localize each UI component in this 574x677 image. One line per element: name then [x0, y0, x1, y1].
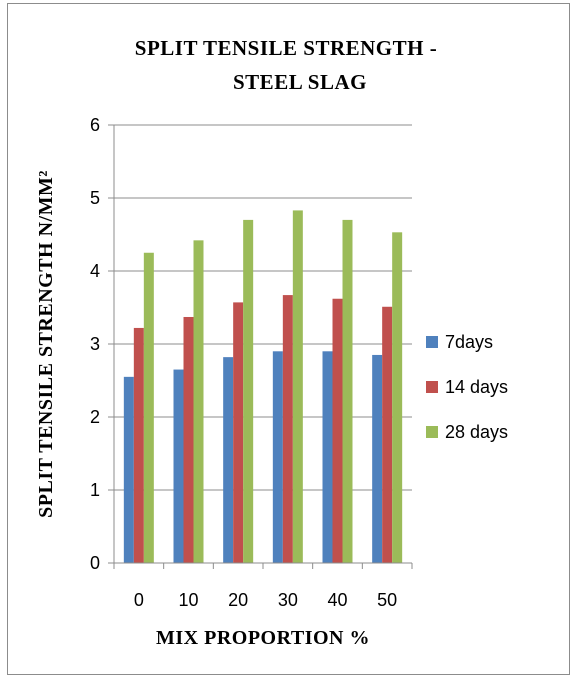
chart-title-line-2: STEEL SLAG	[233, 70, 367, 94]
x-tick-labels: 0 10 20 30 40 50	[134, 590, 397, 610]
bar	[332, 298, 343, 563]
legend-label: 7days	[445, 332, 493, 352]
chart-title-line-1: SPLIT TENSILE STRENGTH -	[135, 36, 437, 60]
chart-title: SPLIT TENSILE STRENGTH - STEEL SLAG	[135, 36, 437, 94]
bar	[133, 327, 144, 563]
bar	[143, 252, 154, 563]
y-tick-label: 6	[90, 115, 100, 135]
bar	[292, 210, 303, 563]
bar	[372, 354, 383, 563]
bar	[282, 295, 293, 563]
y-tick-labels: 0 1 2 3 4 5 6	[90, 115, 100, 573]
bar	[123, 376, 134, 563]
bar	[243, 219, 254, 563]
bar	[382, 306, 393, 563]
y-tick-label: 3	[90, 334, 100, 354]
y-tick-label: 1	[90, 480, 100, 500]
y-axis-title: SPLIT TENSILE STRENGTH N/MM²	[35, 170, 57, 518]
y-tick-label: 0	[90, 553, 100, 573]
y-tick-label: 4	[90, 261, 100, 281]
x-tick-label: 20	[228, 590, 248, 610]
legend-swatch	[426, 381, 438, 393]
x-tick-label: 30	[278, 590, 298, 610]
bar	[392, 232, 403, 563]
bar	[233, 302, 244, 563]
legend-label: 28 days	[445, 422, 508, 442]
bar	[272, 351, 283, 563]
x-tick-label: 40	[327, 590, 347, 610]
legend: 7days 14 days 28 days	[426, 332, 508, 442]
x-tick-label: 50	[377, 590, 397, 610]
axes	[113, 125, 413, 569]
bar	[342, 219, 353, 563]
bar	[193, 240, 204, 563]
bar	[183, 316, 194, 563]
x-axis-title: MIX PROPORTION %	[156, 627, 370, 649]
x-tick-label: 0	[134, 590, 144, 610]
bars	[123, 210, 403, 563]
bar	[173, 369, 184, 563]
y-tick-label: 2	[90, 407, 100, 427]
legend-label: 14 days	[445, 377, 508, 397]
x-tick-label: 10	[178, 590, 198, 610]
legend-swatch	[426, 426, 438, 438]
y-tick-label: 5	[90, 188, 100, 208]
bar	[223, 357, 234, 563]
bar	[322, 351, 333, 563]
legend-swatch	[426, 336, 438, 348]
